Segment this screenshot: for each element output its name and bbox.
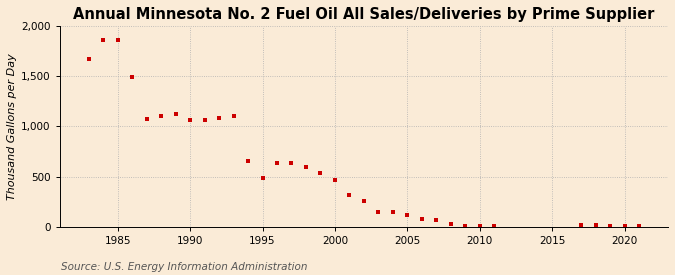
Title: Annual Minnesota No. 2 Fuel Oil All Sales/Deliveries by Prime Supplier: Annual Minnesota No. 2 Fuel Oil All Sale… xyxy=(73,7,655,22)
Y-axis label: Thousand Gallons per Day: Thousand Gallons per Day xyxy=(7,53,17,200)
Text: Source: U.S. Energy Information Administration: Source: U.S. Energy Information Administ… xyxy=(61,262,307,272)
